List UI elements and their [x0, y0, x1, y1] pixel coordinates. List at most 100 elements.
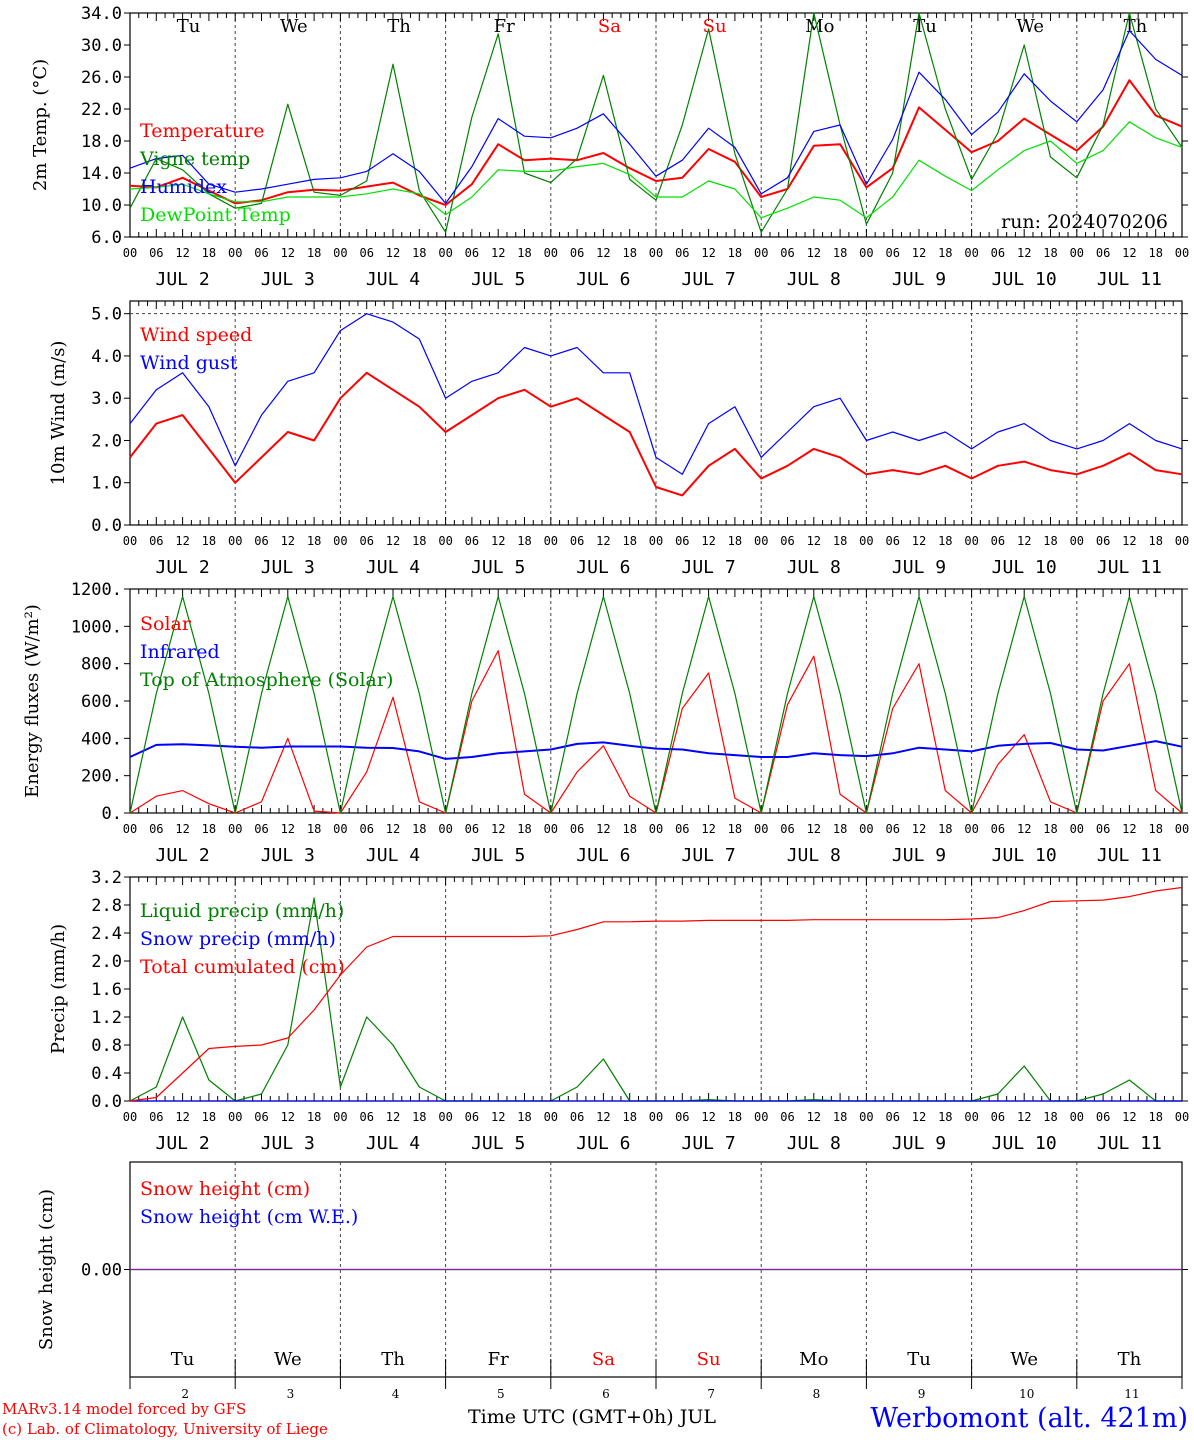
date-label: JUL 11 [1097, 269, 1162, 290]
hour-label: 00 [649, 534, 663, 548]
date-label: JUL 2 [156, 1133, 210, 1154]
hour-label: 12 [596, 534, 610, 548]
hour-label: 18 [517, 822, 531, 836]
y-axis-label: 10m Wind (m/s) [48, 341, 69, 486]
hour-label: 00 [228, 246, 242, 260]
hour-label: 06 [359, 534, 373, 548]
hour-label: 12 [386, 534, 400, 548]
y-tick-label: 1.2 [91, 1008, 122, 1028]
hour-label: 06 [149, 822, 163, 836]
day-of-week-label: Th [381, 1349, 405, 1370]
hour-label: 06 [991, 822, 1005, 836]
legend-entry: Vigne temp [139, 148, 250, 170]
legend-entry: Snow height (cm W.E.) [140, 1206, 358, 1228]
hour-label: 18 [307, 246, 321, 260]
hour-label: 06 [991, 1110, 1005, 1124]
hour-label: 06 [1096, 246, 1110, 260]
date-label: JUL 5 [471, 557, 525, 578]
y-tick-label: 600. [81, 692, 122, 712]
hour-label: 06 [675, 534, 689, 548]
y-tick-label: 2.0 [91, 431, 122, 451]
hour-label: 00 [228, 1110, 242, 1124]
hour-label: 18 [202, 1110, 216, 1124]
day-number-label: 2 [181, 1387, 189, 1401]
y-tick-label: 0.8 [91, 1036, 122, 1056]
day-of-week-label: Tu [907, 1349, 931, 1370]
hour-label: 12 [386, 822, 400, 836]
hour-label: 18 [728, 534, 742, 548]
hour-label: 00 [438, 534, 452, 548]
legend-entry: Infrared [140, 641, 220, 663]
hour-label: 18 [307, 822, 321, 836]
hour-label: 06 [465, 1110, 479, 1124]
hour-label: 18 [1043, 1110, 1057, 1124]
date-label: JUL 10 [992, 269, 1057, 290]
hour-label: 12 [491, 534, 505, 548]
hour-label: 00 [859, 822, 873, 836]
hour-label: 12 [386, 246, 400, 260]
panel-2-frame [129, 300, 1183, 526]
hour-label: 12 [701, 822, 715, 836]
hour-label: 00 [123, 1110, 137, 1124]
hour-label: 00 [123, 246, 137, 260]
date-label: JUL 4 [366, 845, 420, 866]
hour-label: 12 [175, 534, 189, 548]
series-line-temperature [129, 79, 1183, 206]
hour-label: 12 [807, 534, 821, 548]
hour-label: 00 [1175, 1110, 1189, 1124]
hour-label: 00 [123, 822, 137, 836]
day-of-week-label: Su [703, 16, 727, 37]
hour-label: 06 [465, 822, 479, 836]
y-axis-label: Precip (mm/h) [48, 924, 69, 1054]
hour-label: 12 [281, 1110, 295, 1124]
hour-label: 06 [465, 534, 479, 548]
y-tick-label: 800. [81, 655, 122, 675]
date-label: JUL 8 [787, 557, 841, 578]
date-label: JUL 6 [576, 845, 630, 866]
hour-label: 06 [991, 246, 1005, 260]
day-of-week-label: Sa [598, 16, 621, 37]
date-label: JUL 9 [892, 557, 946, 578]
hour-label: 12 [1017, 534, 1031, 548]
hour-label: 18 [1148, 822, 1162, 836]
x-axis-label: Time UTC (GMT+0h) JUL [468, 1406, 716, 1428]
day-of-week-label: Th [1118, 1349, 1142, 1370]
hour-label: 06 [149, 1110, 163, 1124]
hour-label: 18 [307, 534, 321, 548]
hour-label: 06 [254, 246, 268, 260]
hour-label: 12 [281, 822, 295, 836]
hour-label: 00 [228, 534, 242, 548]
legend-entry: Humidex [140, 176, 227, 198]
hour-label: 12 [912, 822, 926, 836]
hour-label: 00 [1070, 1110, 1084, 1124]
legend-entry: Wind speed [140, 324, 252, 346]
hour-label: 18 [1043, 534, 1057, 548]
hour-label: 12 [1122, 246, 1136, 260]
hour-label: 18 [622, 534, 636, 548]
station-label: Werbomont (alt. 421m) [870, 1403, 1188, 1434]
day-number-label: 8 [813, 1387, 821, 1401]
hour-label: 18 [728, 822, 742, 836]
y-tick-label: 1200. [71, 580, 122, 600]
hour-label: 06 [885, 246, 899, 260]
day-number-label: 10 [1019, 1387, 1034, 1401]
date-label: JUL 6 [576, 1133, 630, 1154]
hour-label: 00 [964, 534, 978, 548]
hour-label: 00 [333, 822, 347, 836]
date-label: JUL 6 [576, 557, 630, 578]
legend-entry: Snow precip (mm/h) [140, 928, 336, 950]
day-of-week-label: We [1010, 1349, 1038, 1370]
series-line-vigne-temp [129, 12, 1183, 233]
y-tick-label: 400. [81, 729, 122, 749]
y-tick-label: 18.0 [81, 132, 122, 152]
day-of-week-label: Su [697, 1349, 721, 1370]
y-tick-label: 1000. [71, 617, 122, 637]
hour-label: 06 [570, 822, 584, 836]
day-of-week-label: Th [1124, 16, 1148, 37]
hour-label: 06 [780, 246, 794, 260]
date-label: JUL 11 [1097, 1133, 1162, 1154]
series-line-top-of-atmosphere-solar- [129, 595, 1183, 814]
hour-label: 06 [675, 1110, 689, 1124]
date-label: JUL 7 [682, 557, 736, 578]
hour-label: 06 [570, 246, 584, 260]
